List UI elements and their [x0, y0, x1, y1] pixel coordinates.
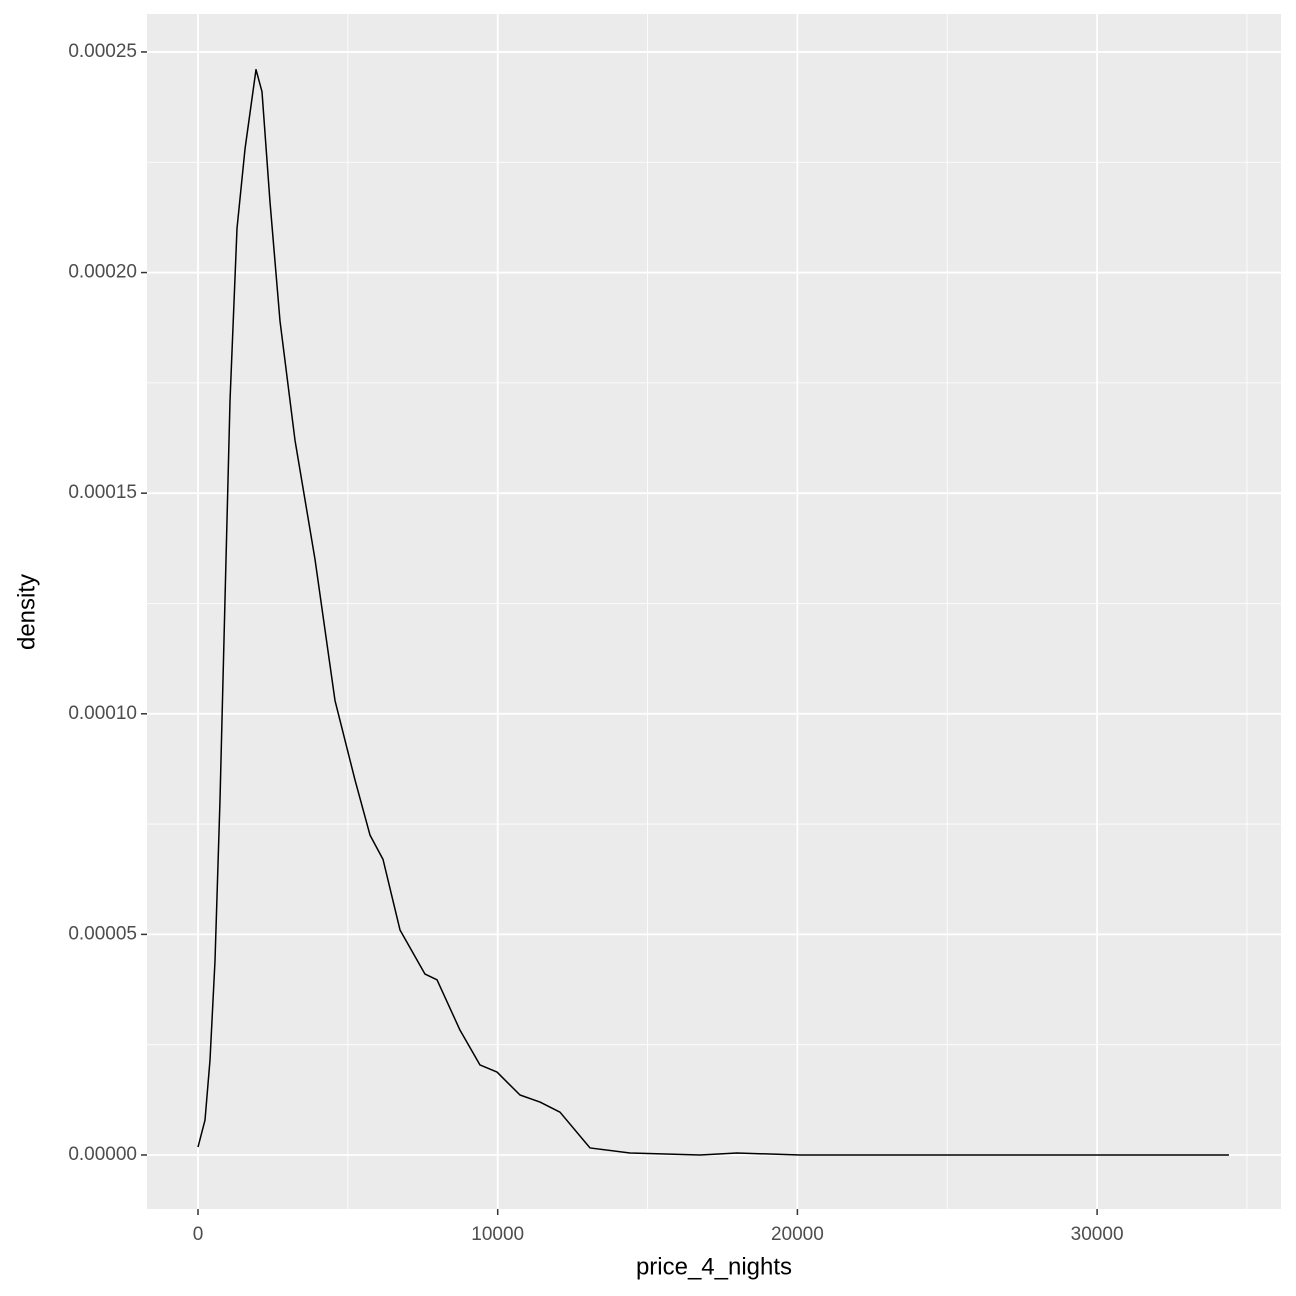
x-tick-label: 0: [193, 1224, 204, 1245]
panel: [147, 14, 1281, 1209]
x-tick-label: 20000: [771, 1224, 824, 1245]
x-axis-title: price_4_nights: [636, 1253, 792, 1280]
y-tick-label: 0.00020: [68, 262, 137, 283]
y-tick-label: 0.00025: [68, 41, 137, 62]
x-tick-label: 30000: [1071, 1224, 1124, 1245]
y-axis-title: density: [13, 574, 40, 650]
y-tick-label: 0.00000: [68, 1144, 137, 1165]
x-tick-label: 10000: [471, 1224, 524, 1245]
y-tick-label: 0.00015: [68, 482, 137, 503]
y-tick-label: 0.00010: [68, 703, 137, 724]
y-tick-label: 0.00005: [68, 923, 137, 944]
density-line: [197, 68, 1229, 1156]
